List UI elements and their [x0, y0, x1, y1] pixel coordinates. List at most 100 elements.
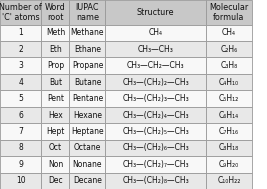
Bar [105, 107, 206, 123]
Text: Decane: Decane [73, 176, 102, 185]
Text: Propane: Propane [72, 61, 103, 70]
Text: Hex: Hex [48, 111, 63, 119]
Text: Non: Non [48, 160, 63, 169]
Text: 5: 5 [18, 94, 23, 103]
Bar [206, 90, 252, 107]
Text: Nonane: Nonane [73, 160, 102, 169]
Text: Pent: Pent [47, 94, 64, 103]
Bar [105, 90, 206, 107]
Text: C₂H₆: C₂H₆ [220, 45, 238, 54]
Text: CH₃—(CH₂)₇—CH₃: CH₃—(CH₂)₇—CH₃ [122, 160, 189, 169]
Text: 1: 1 [18, 28, 23, 37]
Bar [69, 41, 105, 57]
Bar [69, 0, 105, 25]
Text: C₆H₁₄: C₆H₁₄ [219, 111, 239, 119]
Bar [41, 41, 69, 57]
Bar [41, 107, 69, 123]
Bar [206, 140, 252, 156]
Text: Oct: Oct [49, 143, 62, 152]
Bar [41, 156, 69, 173]
Text: CH₃—(CH₂)₆—CH₃: CH₃—(CH₂)₆—CH₃ [122, 143, 189, 152]
Text: C₇H₁₆: C₇H₁₆ [219, 127, 239, 136]
Bar [0, 0, 41, 25]
Text: 9: 9 [18, 160, 23, 169]
Bar [0, 74, 41, 90]
Text: CH₃—(CH₂)₃—CH₃: CH₃—(CH₂)₃—CH₃ [122, 94, 189, 103]
Text: Word
root: Word root [45, 3, 66, 22]
Bar [105, 41, 206, 57]
Bar [105, 156, 206, 173]
Text: Butane: Butane [74, 78, 101, 87]
Bar [69, 107, 105, 123]
Bar [41, 90, 69, 107]
Text: 4: 4 [18, 78, 23, 87]
Bar [0, 173, 41, 189]
Bar [0, 140, 41, 156]
Text: Meth: Meth [46, 28, 65, 37]
Bar [206, 173, 252, 189]
Text: But: But [49, 78, 62, 87]
Bar [41, 123, 69, 140]
Text: IUPAC
name: IUPAC name [76, 3, 99, 22]
Text: Hept: Hept [46, 127, 65, 136]
Text: Molecular
formula: Molecular formula [209, 3, 249, 22]
Bar [69, 74, 105, 90]
Text: Prop: Prop [47, 61, 64, 70]
Text: Dec: Dec [48, 176, 63, 185]
Bar [69, 140, 105, 156]
Bar [105, 0, 206, 25]
Bar [41, 74, 69, 90]
Text: Octane: Octane [74, 143, 101, 152]
Text: Number of
'C' atoms: Number of 'C' atoms [0, 3, 42, 22]
Text: C₁₀H₂₂: C₁₀H₂₂ [217, 176, 241, 185]
Text: Ethane: Ethane [74, 45, 101, 54]
Text: 8: 8 [18, 143, 23, 152]
Text: C₉H₂₀: C₉H₂₀ [219, 160, 239, 169]
Text: CH₃—(CH₂)₄—CH₃: CH₃—(CH₂)₄—CH₃ [122, 111, 189, 119]
Bar [0, 90, 41, 107]
Bar [69, 90, 105, 107]
Bar [41, 25, 69, 41]
Text: C₃H₈: C₃H₈ [220, 61, 238, 70]
Text: CH₄: CH₄ [148, 28, 163, 37]
Text: Heptane: Heptane [71, 127, 104, 136]
Bar [105, 25, 206, 41]
Bar [206, 156, 252, 173]
Bar [69, 173, 105, 189]
Bar [69, 123, 105, 140]
Text: C₈H₁₈: C₈H₁₈ [219, 143, 239, 152]
Bar [0, 57, 41, 74]
Bar [206, 107, 252, 123]
Bar [41, 173, 69, 189]
Text: CH₃—CH₃: CH₃—CH₃ [138, 45, 174, 54]
Bar [105, 173, 206, 189]
Bar [206, 57, 252, 74]
Text: CH₄: CH₄ [222, 28, 236, 37]
Bar [0, 107, 41, 123]
Text: 10: 10 [16, 176, 26, 185]
Text: CH₃—(CH₂)₈—CH₃: CH₃—(CH₂)₈—CH₃ [122, 176, 189, 185]
Bar [206, 41, 252, 57]
Bar [41, 140, 69, 156]
Bar [0, 41, 41, 57]
Bar [105, 74, 206, 90]
Bar [69, 57, 105, 74]
Bar [105, 57, 206, 74]
Text: Pentane: Pentane [72, 94, 103, 103]
Bar [69, 25, 105, 41]
Text: Eth: Eth [49, 45, 62, 54]
Bar [206, 123, 252, 140]
Text: CH₃—CH₂—CH₃: CH₃—CH₂—CH₃ [127, 61, 184, 70]
Bar [206, 25, 252, 41]
Bar [41, 0, 69, 25]
Text: Methane: Methane [71, 28, 104, 37]
Bar [0, 123, 41, 140]
Bar [69, 156, 105, 173]
Text: Hexane: Hexane [73, 111, 102, 119]
Text: CH₃—(CH₂)₂—CH₃: CH₃—(CH₂)₂—CH₃ [122, 78, 189, 87]
Bar [206, 74, 252, 90]
Text: 6: 6 [18, 111, 23, 119]
Bar [105, 140, 206, 156]
Text: C₄H₁₀: C₄H₁₀ [219, 78, 239, 87]
Bar [41, 57, 69, 74]
